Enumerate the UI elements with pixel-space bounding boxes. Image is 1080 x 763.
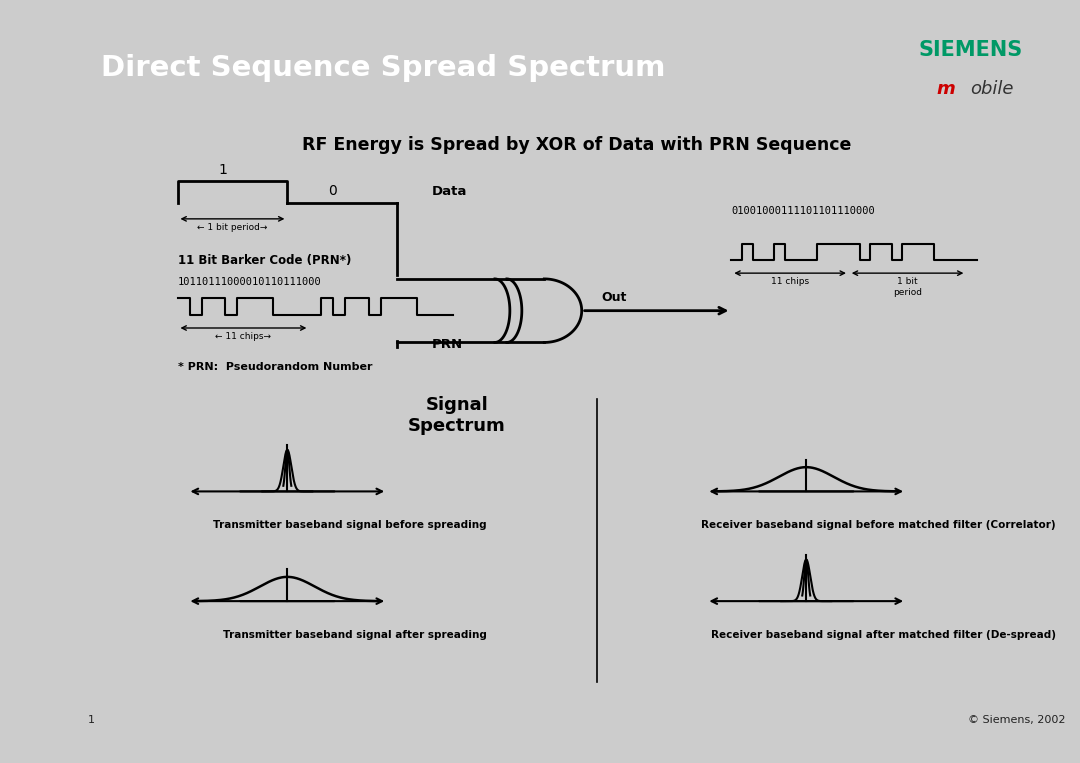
Text: 1 bit: 1 bit — [897, 277, 918, 286]
Text: 1: 1 — [218, 163, 227, 177]
Text: Direct Sequence Spread Spectrum: Direct Sequence Spread Spectrum — [102, 54, 665, 82]
Text: 01001000111101101110000: 01001000111101101110000 — [731, 206, 875, 217]
Text: period: period — [893, 288, 922, 297]
Text: PRN: PRN — [432, 338, 463, 351]
Text: Data: Data — [432, 185, 468, 198]
Text: Out: Out — [602, 291, 627, 304]
Text: 11 chips: 11 chips — [771, 277, 809, 286]
Text: 0: 0 — [328, 184, 337, 198]
Text: 11 Bit Barker Code (PRN*): 11 Bit Barker Code (PRN*) — [177, 254, 351, 267]
Text: m: m — [936, 80, 955, 98]
Text: Transmitter baseband signal before spreading: Transmitter baseband signal before sprea… — [213, 520, 487, 530]
Text: * PRN:  Pseudorandom Number: * PRN: Pseudorandom Number — [177, 362, 372, 372]
Text: obile: obile — [970, 80, 1014, 98]
Text: ← 1 bit period→: ← 1 bit period→ — [198, 224, 268, 233]
Text: ← 11 chips→: ← 11 chips→ — [215, 332, 271, 341]
Text: SIEMENS: SIEMENS — [918, 40, 1023, 60]
Text: RF Energy is Spread by XOR of Data with PRN Sequence: RF Energy is Spread by XOR of Data with … — [302, 136, 851, 154]
Text: Transmitter baseband signal after spreading: Transmitter baseband signal after spread… — [224, 630, 487, 640]
Text: © Siemens, 2002: © Siemens, 2002 — [968, 715, 1066, 725]
Text: 10110111000010110111000: 10110111000010110111000 — [177, 278, 322, 288]
Text: Receiver baseband signal after matched filter (De-spread): Receiver baseband signal after matched f… — [711, 630, 1056, 640]
Text: Signal
Spectrum: Signal Spectrum — [408, 396, 505, 435]
Text: 1: 1 — [87, 715, 95, 725]
Text: Receiver baseband signal before matched filter (Correlator): Receiver baseband signal before matched … — [701, 520, 1056, 530]
